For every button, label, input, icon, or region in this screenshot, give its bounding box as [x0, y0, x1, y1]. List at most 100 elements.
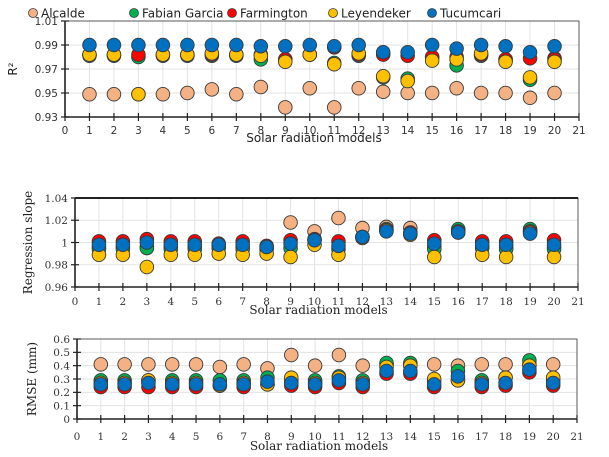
x-tick-label: 1 — [96, 296, 103, 308]
data-point — [547, 85, 562, 101]
y-tick-label: 1.04 — [45, 193, 69, 205]
data-point — [473, 37, 489, 53]
x-tick-label: 1 — [86, 125, 93, 137]
data-point — [545, 375, 561, 391]
data-point — [82, 37, 97, 53]
data-point — [426, 377, 442, 392]
series-alcalde — [82, 79, 562, 115]
data-point — [164, 357, 180, 372]
data-point — [351, 37, 366, 53]
data-point — [93, 377, 109, 392]
data-point — [379, 363, 394, 379]
y-tick-label: 0.6 — [53, 334, 70, 346]
x-tick-label: 4 — [160, 125, 167, 137]
series-alcalde — [93, 347, 561, 376]
series-tucumcari — [93, 362, 561, 392]
data-point — [450, 369, 466, 384]
x-tick-label: 8 — [257, 125, 264, 137]
x-tick-label: 12 — [356, 431, 369, 443]
x-tick-label: 21 — [572, 125, 585, 137]
x-tick-label: 9 — [288, 431, 295, 443]
x-tick-label: 8 — [264, 431, 271, 443]
legend-marker — [129, 8, 139, 18]
data-point — [115, 237, 131, 252]
data-point — [498, 85, 513, 101]
data-point — [117, 357, 132, 372]
legend-marker — [28, 8, 38, 18]
data-point — [260, 374, 275, 389]
data-point — [498, 38, 513, 54]
y-tick-label: 1.01 — [35, 16, 58, 28]
data-point — [278, 54, 293, 70]
x-tick-label: 21 — [570, 431, 583, 443]
data-point — [474, 377, 490, 392]
data-point — [188, 357, 204, 372]
data-point — [229, 86, 244, 102]
data-point — [117, 377, 132, 392]
data-point — [155, 37, 171, 53]
x-tick-label: 13 — [377, 125, 390, 137]
x-tick-label: 7 — [240, 431, 247, 443]
data-point — [424, 53, 440, 68]
data-point — [284, 375, 299, 391]
x-tick-label: 4 — [167, 296, 174, 308]
x-tick-label: 7 — [233, 125, 240, 137]
series-farmington — [93, 365, 561, 395]
y-tick-label: 0.2 — [53, 387, 70, 399]
data-point — [522, 44, 538, 60]
data-point — [326, 56, 342, 72]
x-tick-label: 17 — [474, 125, 487, 137]
x-tick-label: 10 — [303, 125, 316, 137]
grid — [65, 21, 579, 117]
data-point — [131, 86, 146, 102]
data-point — [375, 68, 391, 84]
data-point — [498, 357, 513, 372]
x-tick-label: 3 — [135, 125, 142, 137]
data-point — [141, 357, 156, 372]
x-tick-label: 14 — [404, 296, 418, 308]
data-point — [253, 38, 269, 54]
y-tick-label: 0.4 — [53, 360, 70, 372]
x-tick-label: 16 — [451, 431, 465, 443]
data-point — [375, 44, 391, 60]
data-point — [498, 237, 514, 252]
legend-label: Leyendeker — [341, 7, 411, 21]
x-tick-label: 3 — [145, 431, 152, 443]
data-point — [355, 229, 370, 245]
data-point — [474, 237, 490, 252]
data-point — [547, 38, 562, 54]
x-axis-title: Solar radiation models — [246, 131, 381, 145]
data-point — [331, 238, 346, 254]
data-point — [331, 373, 347, 388]
data-point — [236, 377, 251, 392]
x-tick-label: 11 — [332, 296, 345, 308]
x-tick-label: 9 — [287, 296, 294, 308]
data-point — [522, 70, 538, 85]
data-point — [106, 86, 122, 102]
x-tick-label: 19 — [523, 296, 536, 308]
data-point — [522, 90, 538, 106]
legend-item-farmington: Farmington — [227, 7, 308, 21]
data-point — [187, 237, 203, 252]
data-point — [204, 37, 220, 53]
data-point — [307, 358, 323, 373]
data-point — [163, 237, 179, 252]
x-tick-label: 15 — [427, 431, 440, 443]
data-point — [355, 377, 370, 392]
x-tick-label: 2 — [121, 431, 128, 443]
x-tick-label: 10 — [308, 296, 321, 308]
data-point — [302, 37, 318, 53]
x-tick-label: 5 — [193, 431, 200, 443]
x-tick-label: 2 — [111, 125, 118, 137]
data-point — [351, 80, 366, 96]
legend-item-leyendeker: Leyendeker — [328, 7, 411, 21]
x-tick-label: 8 — [263, 296, 270, 308]
data-point — [211, 237, 226, 252]
data-point — [473, 85, 489, 101]
regression-slope-chart: 0 1 2 3 4 5 6 7 8 9 10 11 12 13 14 15 16 17 18 19 20 210.960.… — [21, 191, 585, 317]
y-tick-label: 0.5 — [53, 347, 70, 359]
x-tick-label: 7 — [239, 296, 246, 308]
data-point — [331, 347, 347, 363]
legend-item-tucumcari: Tucumcari — [427, 7, 501, 21]
x-tick-label: 14 — [401, 125, 415, 137]
